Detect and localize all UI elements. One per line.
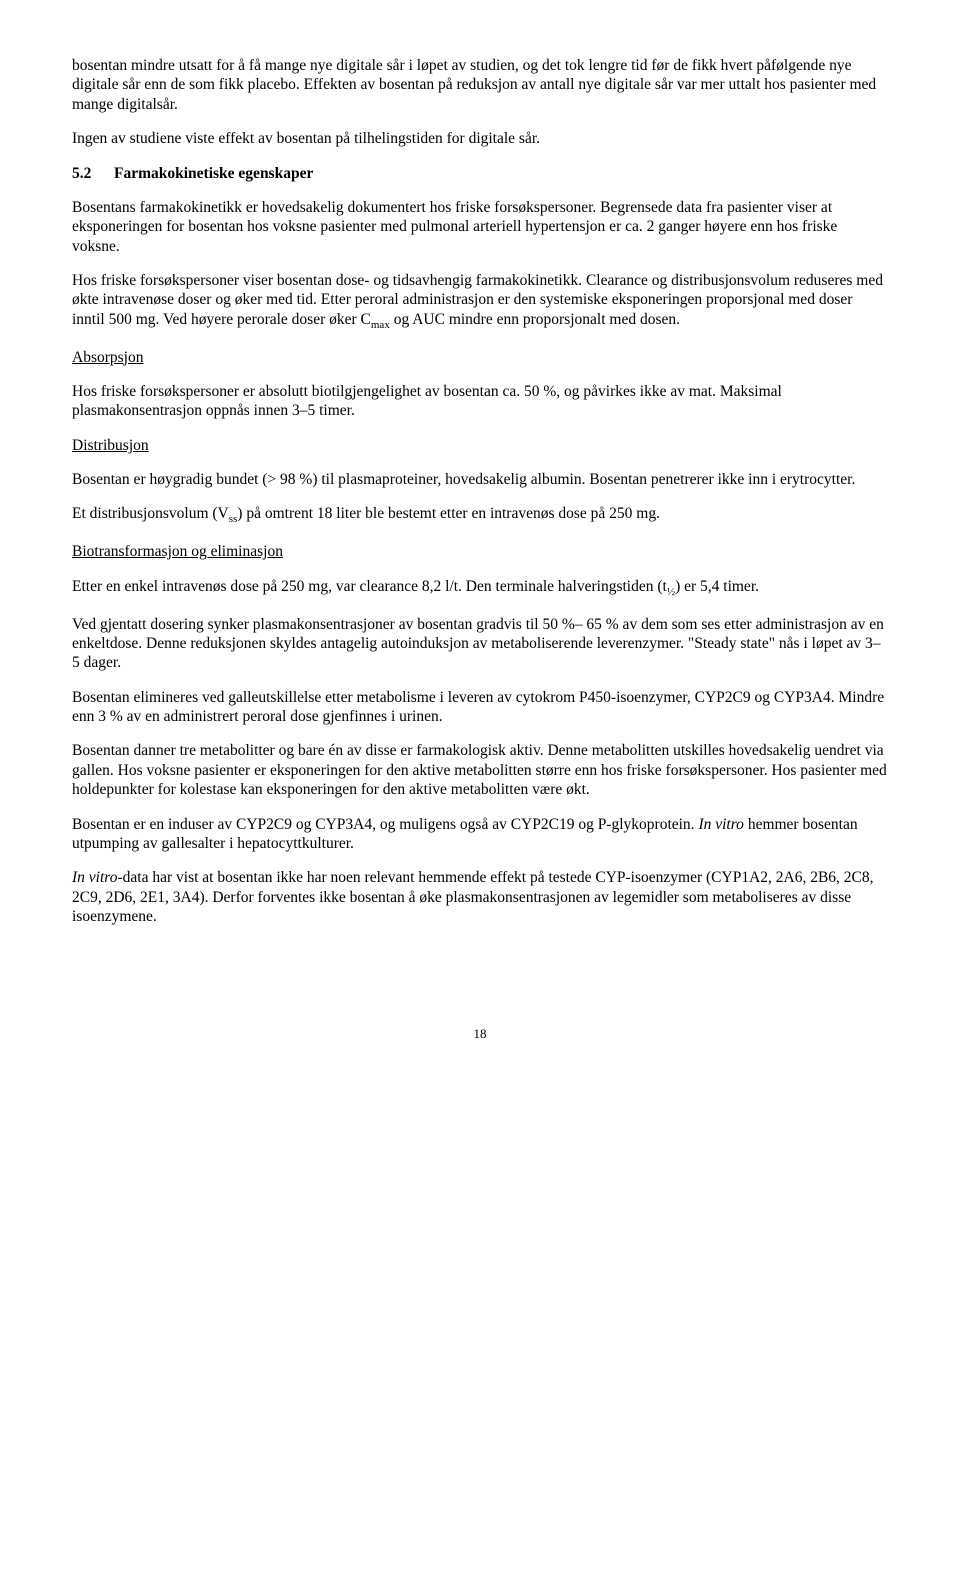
paragraph-biotrans-1: Etter en enkel intravenøs dose på 250 mg… xyxy=(72,577,888,600)
page-number: 18 xyxy=(72,1026,888,1042)
heading-distribution: Distribusjon xyxy=(72,436,888,455)
subscript-cmax: max xyxy=(371,319,390,331)
paragraph-pharmacokinetics-2: Hos friske forsøkspersoner viser bosenta… xyxy=(72,271,888,333)
paragraph-absorption: Hos friske forsøkspersoner er absolutt b… xyxy=(72,382,888,421)
heading-absorption: Absorpsjon xyxy=(72,348,888,367)
section-title: Farmakokinetiske egenskaper xyxy=(114,165,313,182)
subscript-thalf: ½ xyxy=(667,586,675,598)
paragraph-biotrans-5: Bosentan er en induser av CYP2C9 og CYP3… xyxy=(72,815,888,854)
paragraph-biotrans-4: Bosentan danner tre metabolitter og bare… xyxy=(72,741,888,799)
paragraph-biotrans-6: In vitro-data har vist at bosentan ikke … xyxy=(72,868,888,926)
section-number: 5.2 xyxy=(72,164,114,183)
section-heading-5-2: 5.2Farmakokinetiske egenskaper xyxy=(72,164,888,183)
heading-biotransformation: Biotransformasjon og eliminasjon xyxy=(72,542,888,561)
italic-invitro-2: In vitro xyxy=(72,869,118,886)
italic-invitro-1: In vitro xyxy=(698,816,744,833)
paragraph-pharmacokinetics-1: Bosentans farmakokinetikk er hovedsakeli… xyxy=(72,198,888,256)
paragraph-biotrans-3: Bosentan elimineres ved galleutskillelse… xyxy=(72,688,888,727)
subscript-vss: ss xyxy=(229,514,238,526)
paragraph-biotrans-2: Ved gjentatt dosering synker plasmakonse… xyxy=(72,615,888,673)
paragraph-distribution-2: Et distribusjonsvolum (Vss) på omtrent 1… xyxy=(72,504,888,527)
paragraph-intro-2: Ingen av studiene viste effekt av bosent… xyxy=(72,129,888,148)
paragraph-intro-1: bosentan mindre utsatt for å få mange ny… xyxy=(72,56,888,114)
paragraph-distribution-1: Bosentan er høygradig bundet (> 98 %) ti… xyxy=(72,470,888,489)
